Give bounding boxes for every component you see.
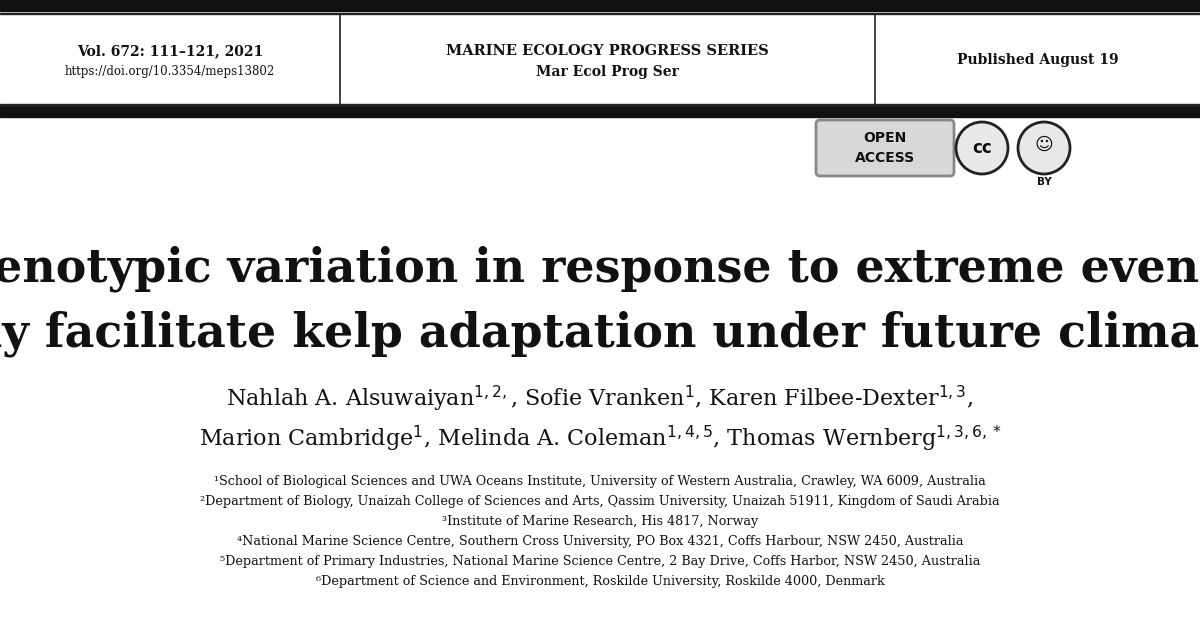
FancyBboxPatch shape (816, 120, 954, 176)
Circle shape (1018, 122, 1070, 174)
Text: ⁶Department of Science and Environment, Roskilde University, Roskilde 4000, Denm: ⁶Department of Science and Environment, … (316, 574, 884, 587)
Text: ¹School of Biological Sciences and UWA Oceans Institute, University of Western A: ¹School of Biological Sciences and UWA O… (214, 475, 986, 488)
Bar (0, 107, 1200, 117)
Text: BY: BY (1037, 177, 1051, 187)
Text: cc: cc (972, 139, 992, 157)
Text: Published August 19: Published August 19 (956, 53, 1118, 67)
Text: Nahlah A. Alsuwaiyan$^{1,2,}$, Sofie Vranken$^{1}$, Karen Filbee-Dexter$^{1,3}$,: Nahlah A. Alsuwaiyan$^{1,2,}$, Sofie Vra… (227, 384, 973, 414)
Text: ³Institute of Marine Research, His 4817, Norway: ³Institute of Marine Research, His 4817,… (442, 514, 758, 528)
Text: ☺: ☺ (1034, 136, 1054, 154)
Text: MARINE ECOLOGY PROGRESS SERIES: MARINE ECOLOGY PROGRESS SERIES (446, 44, 769, 58)
Bar (0, 104, 1200, 105)
Bar (0, 105, 1200, 106)
Text: ⁵Department of Primary Industries, National Marine Science Centre, 2 Bay Drive, : ⁵Department of Primary Industries, Natio… (220, 555, 980, 567)
Bar (0, 15, 1200, 105)
Text: ACCESS: ACCESS (854, 151, 916, 165)
Text: OPEN: OPEN (863, 131, 907, 145)
Text: Vol. 672: 111–121, 2021: Vol. 672: 111–121, 2021 (77, 44, 263, 58)
Bar (0, 13, 1200, 14)
Text: ²Department of Biology, Unaizah College of Sciences and Arts, Qassim University,: ²Department of Biology, Unaizah College … (200, 495, 1000, 507)
Circle shape (956, 122, 1008, 174)
Text: may facilitate kelp adaptation under future climates: may facilitate kelp adaptation under fut… (0, 311, 1200, 357)
Text: Mar Ecol Prog Ser: Mar Ecol Prog Ser (536, 65, 679, 79)
Text: Marion Cambridge$^{1}$, Melinda A. Coleman$^{1,4,5}$, Thomas Wernberg$^{1,3,6,*}: Marion Cambridge$^{1}$, Melinda A. Colem… (198, 424, 1002, 454)
Text: ⁴National Marine Science Centre, Southern Cross University, PO Box 4321, Coffs H: ⁴National Marine Science Centre, Souther… (236, 534, 964, 548)
Text: Genotypic variation in response to extreme events: Genotypic variation in response to extre… (0, 246, 1200, 292)
Text: https://doi.org/10.3354/meps13802: https://doi.org/10.3354/meps13802 (65, 66, 275, 79)
Bar (0, 0, 1200, 11)
